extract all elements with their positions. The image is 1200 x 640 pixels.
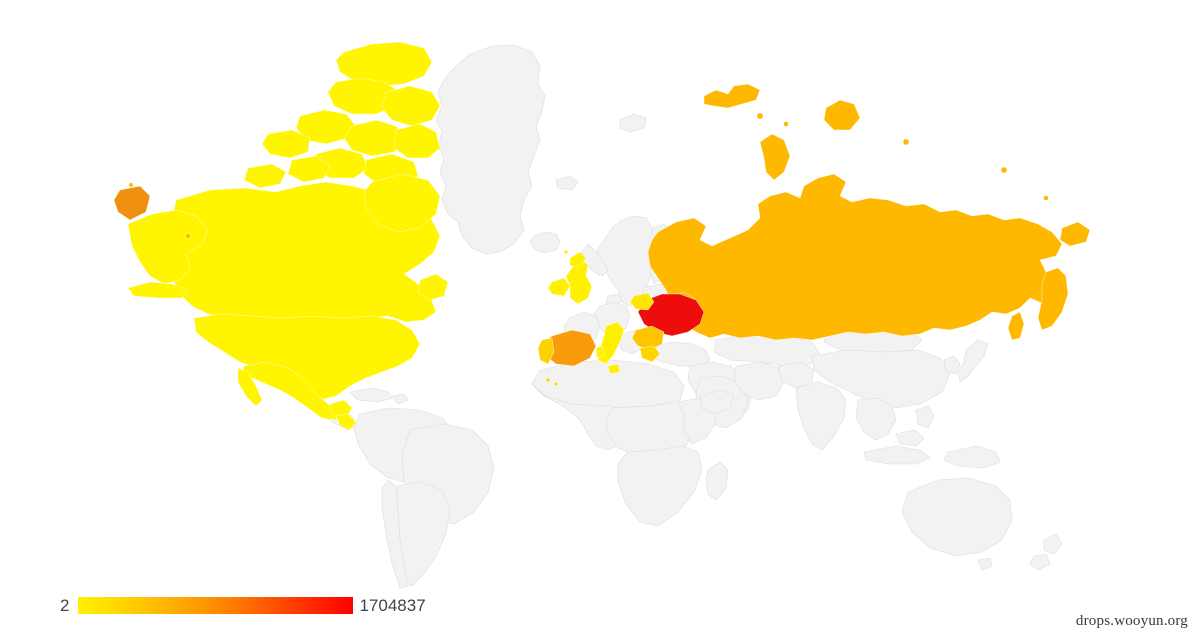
region-madeira[interactable] [554, 382, 559, 387]
region-iran[interactable] [733, 361, 785, 401]
region-russia-chukotka[interactable] [1059, 221, 1091, 247]
region-canada-arctic-11[interactable] [243, 163, 287, 189]
region-horn-of-africa[interactable] [699, 389, 735, 415]
region-russia[interactable] [647, 173, 1069, 341]
region-iceland[interactable] [529, 231, 561, 254]
legend-max-label: 1704837 [359, 595, 426, 615]
region-southeast-asia[interactable] [855, 397, 897, 441]
region-canada-arctic-1[interactable] [335, 41, 433, 87]
region-russia-island-c[interactable] [902, 138, 910, 146]
region-sicily[interactable] [607, 363, 621, 375]
region-russia-kamchatka[interactable] [1037, 267, 1069, 331]
region-baja-california[interactable] [237, 367, 263, 407]
region-russia-sakhalin[interactable] [1007, 311, 1025, 341]
region-arctic-island-west[interactable] [128, 182, 134, 188]
legend-gradient-bar [78, 596, 354, 614]
region-mexico[interactable] [241, 361, 341, 421]
region-madagascar[interactable] [705, 461, 729, 501]
region-russia-far-east-wrap[interactable] [113, 185, 151, 221]
region-canada-arctic-7[interactable] [261, 129, 311, 159]
region-newfoundland[interactable] [417, 273, 449, 301]
region-greenland[interactable] [435, 44, 546, 255]
region-canada-arctic-10[interactable] [287, 155, 331, 183]
region-norway-coast[interactable] [581, 243, 609, 277]
region-west-africa[interactable] [531, 383, 631, 451]
legend-min-label: 2 [60, 595, 70, 615]
region-tasmania[interactable] [977, 557, 993, 571]
region-alaska-island[interactable] [185, 233, 191, 239]
region-japan[interactable] [957, 339, 989, 383]
region-romania[interactable] [631, 325, 665, 351]
region-indonesia-b[interactable] [895, 429, 925, 447]
region-arctic-misc[interactable] [555, 175, 579, 191]
region-alaska[interactable] [127, 209, 209, 285]
region-russia-island-b[interactable] [783, 121, 789, 127]
region-afghanistan[interactable] [777, 361, 815, 389]
region-new-guinea[interactable] [943, 445, 1001, 469]
color-scale-legend: 2 1704837 [60, 593, 426, 617]
region-ukraine[interactable] [637, 293, 705, 337]
region-hispaniola[interactable] [391, 393, 409, 405]
region-india[interactable] [795, 381, 847, 451]
region-united-states[interactable] [193, 313, 421, 401]
region-poland[interactable] [629, 292, 655, 311]
region-bulgaria[interactable] [639, 345, 661, 363]
region-southern-africa[interactable] [617, 445, 703, 527]
region-australia[interactable] [901, 477, 1013, 557]
region-canada-arctic-5[interactable] [343, 119, 405, 157]
region-faroe-islands[interactable] [563, 249, 569, 255]
region-russia-severnaya-zemlya[interactable] [823, 99, 861, 131]
region-scotland[interactable] [569, 251, 587, 267]
region-united-kingdom[interactable] [565, 259, 593, 305]
region-russia-island-a[interactable] [756, 112, 764, 120]
region-indonesia-a[interactable] [863, 445, 931, 465]
data-landmasses [113, 41, 1091, 431]
region-chile[interactable] [381, 479, 409, 589]
region-russia-novaya-zemlya[interactable] [759, 133, 791, 181]
region-russia-island-e[interactable] [1043, 195, 1049, 201]
region-canada-arctic-6[interactable] [393, 123, 441, 159]
watermark-text: drops.wooyun.org [1075, 613, 1188, 629]
region-guatemala[interactable] [335, 413, 357, 431]
region-russia-island-d[interactable] [1000, 166, 1008, 174]
region-russia-franz-josef[interactable] [703, 83, 761, 109]
region-canada-arctic-3[interactable] [381, 85, 441, 127]
region-baffin-island[interactable] [363, 173, 441, 233]
region-korea[interactable] [943, 355, 961, 375]
region-portugal[interactable] [537, 337, 555, 365]
region-sardinia[interactable] [595, 345, 605, 359]
region-yucatan[interactable] [329, 399, 353, 419]
region-canary-islands[interactable] [545, 377, 551, 383]
region-italy[interactable] [597, 321, 625, 365]
region-caribbean[interactable] [349, 387, 393, 403]
region-philippines[interactable] [915, 405, 935, 429]
region-canada[interactable] [167, 181, 441, 323]
region-svalbard[interactable] [619, 113, 647, 133]
region-new-zealand[interactable] [1043, 533, 1063, 555]
region-aleutians[interactable] [127, 281, 189, 299]
region-ireland[interactable] [547, 277, 571, 297]
region-china[interactable] [811, 349, 951, 409]
region-new-zealand-south[interactable] [1029, 553, 1051, 571]
